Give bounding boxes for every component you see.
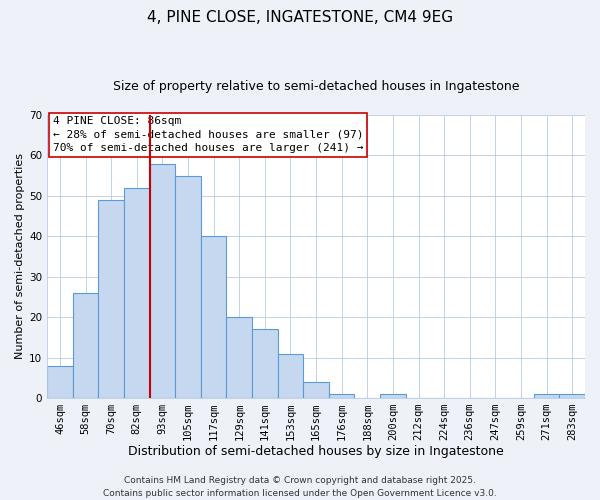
Bar — [252, 330, 278, 398]
Bar — [278, 354, 303, 398]
Bar — [201, 236, 226, 398]
Title: Size of property relative to semi-detached houses in Ingatestone: Size of property relative to semi-detach… — [113, 80, 520, 93]
Bar — [124, 188, 149, 398]
Y-axis label: Number of semi-detached properties: Number of semi-detached properties — [15, 154, 25, 360]
Bar — [149, 164, 175, 398]
Bar — [226, 317, 252, 398]
Text: 4, PINE CLOSE, INGATESTONE, CM4 9EG: 4, PINE CLOSE, INGATESTONE, CM4 9EG — [147, 10, 453, 25]
Text: Contains HM Land Registry data © Crown copyright and database right 2025.
Contai: Contains HM Land Registry data © Crown c… — [103, 476, 497, 498]
Bar — [303, 382, 329, 398]
Bar — [534, 394, 559, 398]
Bar — [175, 176, 201, 398]
Bar — [73, 293, 98, 398]
Bar — [559, 394, 585, 398]
X-axis label: Distribution of semi-detached houses by size in Ingatestone: Distribution of semi-detached houses by … — [128, 444, 504, 458]
Bar — [47, 366, 73, 398]
Text: 4 PINE CLOSE: 86sqm
← 28% of semi-detached houses are smaller (97)
70% of semi-d: 4 PINE CLOSE: 86sqm ← 28% of semi-detach… — [53, 116, 363, 153]
Bar — [98, 200, 124, 398]
Bar — [380, 394, 406, 398]
Bar — [329, 394, 355, 398]
